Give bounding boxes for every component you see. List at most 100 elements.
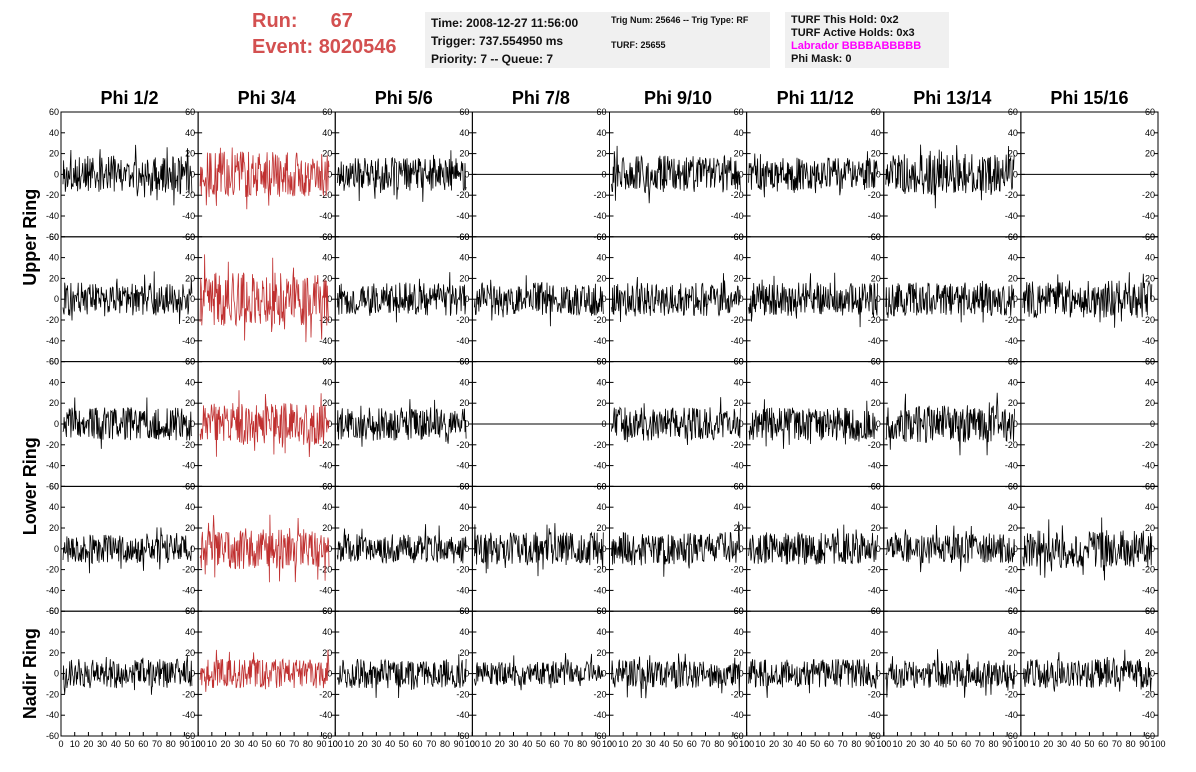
y-tick-label: -20 (1005, 315, 1018, 325)
y-tick-label: 40 (596, 253, 606, 263)
y-tick-label: -40 (1142, 336, 1155, 346)
waveform-trace (611, 273, 741, 323)
y-tick-label: -40 (46, 585, 59, 595)
y-tick-label: -40 (1005, 336, 1018, 346)
y-tick-label: 0 (327, 419, 332, 429)
turf-hold-text: TURF This Hold: 0x2 (791, 14, 899, 26)
y-tick-label: 40 (49, 128, 59, 138)
waveform-trace (62, 655, 193, 695)
y-tick-label: -40 (1005, 710, 1018, 720)
y-tick-label: -40 (868, 461, 881, 471)
waveform-trace (748, 524, 878, 565)
y-tick-label: -20 (868, 689, 881, 699)
y-tick-label: 20 (1145, 523, 1155, 533)
waveform-trace (748, 399, 878, 449)
y-tick-label: 40 (1145, 128, 1155, 138)
y-tick-label: 20 (734, 398, 744, 408)
y-tick-label: 0 (1013, 544, 1018, 554)
y-tick-label: -20 (1142, 440, 1155, 450)
y-tick-label: -40 (868, 585, 881, 595)
y-tick-label: 20 (871, 149, 881, 159)
y-tick-label: -20 (868, 190, 881, 200)
y-tick-label: -40 (456, 710, 469, 720)
y-tick-label: -40 (319, 585, 332, 595)
time-text: Time: 2008-12-27 11:56:00 (431, 16, 579, 30)
x-tick-label: 0 (58, 739, 63, 749)
y-tick-label: -40 (319, 461, 332, 471)
y-tick-label: -40 (1005, 211, 1018, 221)
x-tick-label: 100 (328, 739, 343, 749)
y-tick-label: -60 (46, 357, 59, 367)
y-tick-label: 20 (1008, 398, 1018, 408)
x-tick-label: 100 (191, 739, 206, 749)
x-tick-label: 20 (632, 739, 642, 749)
column-header: Phi 11/12 (776, 88, 854, 108)
y-tick-label: -40 (182, 336, 195, 346)
y-tick-label: 0 (54, 169, 59, 179)
x-tick-label: 60 (961, 739, 971, 749)
y-tick-label: 40 (1008, 627, 1018, 637)
x-tick-label: 60 (1098, 739, 1108, 749)
y-tick-label: 0 (1013, 294, 1018, 304)
x-tick-label: 60 (824, 739, 834, 749)
x-tick-label: 80 (714, 739, 724, 749)
trigger-text: Trigger: 737.554950 ms (431, 34, 564, 48)
x-tick-label: 60 (550, 739, 560, 749)
y-tick-label: 40 (49, 627, 59, 637)
y-tick-label: 0 (190, 294, 195, 304)
y-tick-label: -20 (1142, 565, 1155, 575)
y-tick-label: -40 (456, 336, 469, 346)
column-header: Phi 3/4 (237, 88, 296, 108)
y-tick-label: 20 (596, 398, 606, 408)
waveform-trace (62, 271, 193, 325)
x-tick-label: 80 (577, 739, 587, 749)
y-tick-label: 40 (49, 502, 59, 512)
x-tick-label: 40 (248, 739, 258, 749)
y-tick-label: 60 (1145, 606, 1155, 616)
y-tick-label: -20 (46, 440, 59, 450)
x-tick-label: 80 (1126, 739, 1136, 749)
x-tick-label: 70 (563, 739, 573, 749)
x-tick-label: 10 (1030, 739, 1040, 749)
y-tick-label: 60 (871, 232, 881, 242)
y-tick-label: 20 (49, 648, 59, 658)
waveform-trace (885, 524, 1015, 573)
y-tick-label: -20 (182, 315, 195, 325)
x-tick-label: 30 (371, 739, 381, 749)
x-tick-label: 10 (618, 739, 628, 749)
y-tick-label: 60 (185, 232, 195, 242)
y-tick-label: 60 (459, 357, 469, 367)
trig-info-box: Trig Num: 25646 -- Trig Type: RF TURF: 2… (605, 12, 770, 68)
y-tick-label: -40 (1142, 710, 1155, 720)
y-tick-label: -40 (319, 211, 332, 221)
x-tick-label: 20 (495, 739, 505, 749)
waveform-trace (885, 280, 1015, 323)
turf-active-text: TURF Active Holds: 0x3 (791, 27, 915, 39)
x-tick-label: 10 (207, 739, 217, 749)
y-tick-label: 0 (190, 169, 195, 179)
waveform-trace (199, 390, 330, 458)
x-tick-label: 40 (796, 739, 806, 749)
y-tick-label: -20 (1005, 440, 1018, 450)
x-tick-label: 30 (509, 739, 519, 749)
y-tick-label: 40 (1008, 253, 1018, 263)
phi-mask-text: Phi Mask: 0 (791, 53, 852, 65)
y-tick-label: 20 (459, 523, 469, 533)
y-tick-label: 0 (327, 294, 332, 304)
y-tick-label: 40 (322, 377, 332, 387)
x-tick-label: 60 (687, 739, 697, 749)
y-tick-label: -20 (868, 315, 881, 325)
y-tick-label: -20 (182, 440, 195, 450)
y-tick-label: -20 (731, 565, 744, 575)
y-tick-label: 60 (322, 481, 332, 491)
x-tick-label: 40 (385, 739, 395, 749)
x-tick-label: 30 (783, 739, 793, 749)
y-tick-label: 40 (596, 128, 606, 138)
y-tick-label: 0 (190, 419, 195, 429)
y-tick-label: 20 (459, 398, 469, 408)
y-tick-label: 60 (1008, 357, 1018, 367)
waveform-trace (474, 523, 604, 577)
waveform-trace (611, 653, 741, 699)
y-tick-label: 60 (596, 107, 606, 117)
y-tick-label: 20 (459, 648, 469, 658)
